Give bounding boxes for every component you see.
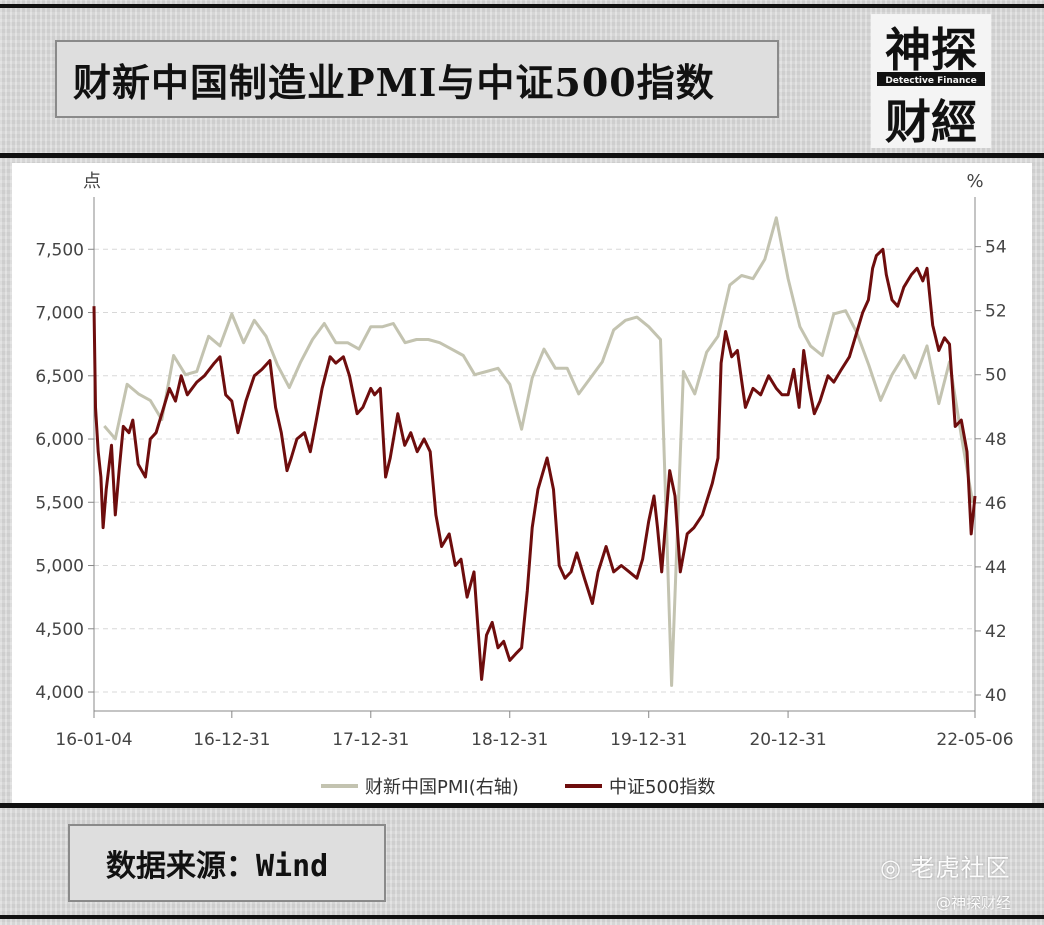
y-left-tick-label: 4,000 — [35, 683, 84, 703]
series-lines — [92, 216, 977, 687]
x-tick-labels: 16-01-04 16-12-31 17-12-31 18-12-31 19-12-31… — [55, 730, 1013, 750]
chart-bottom-rule — [0, 803, 1044, 808]
series-line-csi500 — [92, 247, 977, 681]
brand-logo-graphic: 神探 Detective Finance 财經 — [877, 23, 985, 149]
y-right-tick-labels: 54 52 50 48 46 44 42 40 — [985, 238, 1007, 706]
x-tick-label: 18-12-31 — [471, 730, 548, 750]
chart-legend: 财新中国PMI(右轴) 中证500指数 — [321, 777, 715, 798]
data-source-label: 数据来源：Wind — [68, 824, 386, 902]
watermark-sub: @神探财经 — [936, 894, 1012, 912]
legend-label-pmi: 财新中国PMI(右轴) — [365, 777, 519, 798]
y-right-unit-label: % — [966, 171, 983, 192]
x-tick-label: 16-12-31 — [193, 730, 270, 750]
chart-axes — [88, 197, 981, 718]
page-title: 财新中国制造业PMI与中证500指数 — [55, 40, 779, 118]
x-tick-label: 22-05-06 — [936, 730, 1013, 750]
header-rule — [0, 153, 1044, 158]
y-right-tick-label: 40 — [985, 686, 1007, 706]
logo-middle-text: Detective Finance — [885, 76, 976, 86]
top-rule — [0, 4, 1044, 8]
y-left-tick-labels: 7,500 7,000 6,500 6,000 5,500 5,000 4,500 4,000 — [35, 240, 84, 703]
bottom-rule — [0, 915, 1044, 919]
y-left-tick-label: 5,500 — [35, 493, 84, 513]
logo-top-text: 神探 — [885, 23, 977, 77]
y-right-tick-label: 48 — [985, 430, 1007, 450]
y-right-tick-label: 54 — [985, 238, 1007, 258]
watermark-main: ◎ 老虎社区 — [880, 848, 1011, 883]
y-left-tick-label: 4,500 — [35, 620, 84, 640]
x-tick-label: 16-01-04 — [55, 730, 132, 750]
chart-panel: 7,500 7,000 6,500 6,000 5,500 5,000 4,500 4,000… — [12, 163, 1032, 803]
y-right-tick-label: 50 — [985, 366, 1007, 386]
x-tick-label: 17-12-31 — [332, 730, 409, 750]
y-right-tick-label: 42 — [985, 622, 1007, 642]
chart-svg: 7,500 7,000 6,500 6,000 5,500 5,000 4,500 4,000… — [35, 171, 1013, 798]
brand-logo: 神探 Detective Finance 财經 — [871, 14, 991, 149]
y-left-tick-label: 5,000 — [35, 557, 84, 577]
series-line-pmi — [103, 216, 975, 687]
y-right-tick-label: 46 — [985, 494, 1007, 514]
y-left-tick-label: 7,000 — [35, 304, 84, 324]
x-tick-label: 20-12-31 — [749, 730, 826, 750]
legend-label-csi500: 中证500指数 — [609, 777, 715, 798]
y-right-tick-label: 52 — [985, 302, 1007, 322]
grid-lines — [94, 248, 975, 693]
tiger-icon: ◎ — [880, 854, 902, 882]
x-tick-label: 19-12-31 — [610, 730, 687, 750]
y-left-tick-label: 6,000 — [35, 430, 84, 450]
y-left-tick-label: 7,500 — [35, 240, 84, 260]
logo-bottom-text: 财經 — [885, 95, 977, 148]
y-left-tick-label: 6,500 — [35, 367, 84, 387]
y-right-tick-label: 44 — [985, 558, 1007, 578]
watermark-main-text: 老虎社区 — [910, 854, 1011, 882]
y-left-unit-label: 点 — [83, 171, 101, 192]
